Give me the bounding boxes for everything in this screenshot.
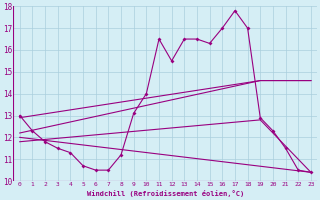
X-axis label: Windchill (Refroidissement éolien,°C): Windchill (Refroidissement éolien,°C)	[87, 190, 244, 197]
